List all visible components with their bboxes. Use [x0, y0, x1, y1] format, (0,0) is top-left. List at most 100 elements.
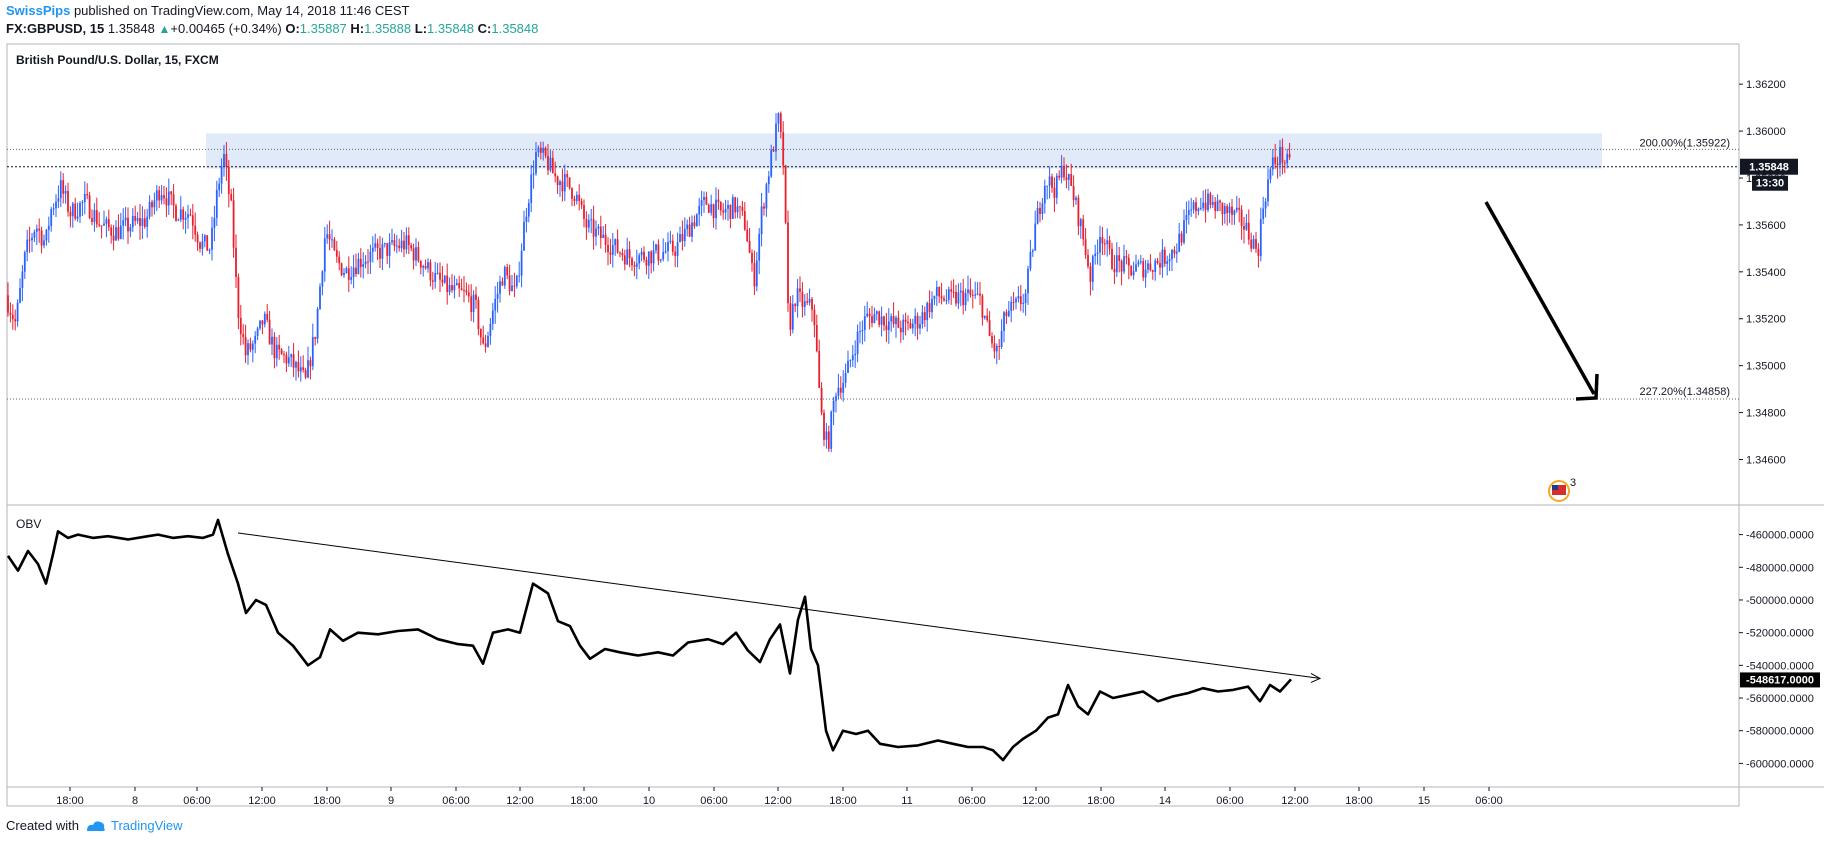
candle-body [220, 166, 223, 184]
candle-body [700, 200, 703, 206]
candle-body [151, 202, 153, 208]
time-tick-label: 18:00 [829, 795, 857, 807]
candle-body [940, 296, 943, 299]
candle-body [868, 313, 871, 317]
candle-body [268, 319, 271, 345]
candle-body [352, 267, 355, 278]
price-tick-label: 1.36000 [1746, 126, 1786, 138]
candle-body [7, 295, 9, 313]
candle-body [1115, 255, 1118, 273]
candle-body [439, 272, 441, 280]
price-badge-value: 1.35848 [1749, 162, 1789, 174]
candle-body [1197, 208, 1200, 212]
candle-body [122, 220, 125, 226]
candle-body [1243, 225, 1245, 230]
event-flag-icon[interactable]: 3 [1548, 477, 1576, 502]
candle-body [703, 196, 705, 201]
candle-body [196, 234, 199, 243]
candle-body [883, 316, 885, 326]
candle-body [223, 153, 225, 167]
obv-tick-label: -540000.0000 [1746, 660, 1814, 672]
target-zone [206, 133, 1602, 169]
candle-body [369, 251, 372, 262]
candle-body [782, 132, 785, 166]
candle-body [1003, 312, 1005, 332]
candle-body [256, 328, 259, 336]
candle-body [47, 225, 50, 230]
candle-body [129, 227, 132, 232]
candle-body [155, 190, 158, 201]
candle-body [710, 204, 713, 213]
tradingview-link[interactable]: TradingView [85, 818, 183, 833]
candle-body [856, 331, 859, 354]
candle-body [1024, 293, 1027, 303]
candle-body [484, 343, 487, 347]
candle-body [136, 217, 139, 221]
candle-body [590, 219, 593, 221]
candle-body [535, 152, 537, 174]
candle-body [578, 194, 581, 201]
candle-body [381, 244, 384, 259]
created-with-label: Created with [6, 818, 79, 833]
candle-body [230, 193, 233, 201]
candle-body [1072, 185, 1075, 201]
candle-body [326, 234, 329, 239]
candle-body [595, 228, 597, 237]
candle-body [479, 328, 482, 338]
candle-body [851, 355, 854, 361]
candle-body [549, 157, 552, 171]
candle-body [736, 206, 739, 213]
candle-body [1185, 215, 1188, 221]
candle-body [1149, 263, 1152, 271]
candle-body [652, 250, 655, 264]
candle-body [719, 202, 722, 211]
candle-body [779, 113, 782, 133]
candle-body [914, 315, 917, 324]
candle-body [26, 239, 29, 253]
candle-body [907, 321, 909, 324]
price-tick-label: 1.35000 [1746, 361, 1786, 373]
candle-body [273, 336, 276, 359]
candle-body [518, 275, 521, 277]
candle-body [141, 218, 144, 226]
candle-body [1075, 197, 1077, 201]
candle-body [117, 227, 120, 239]
candle-body [436, 272, 439, 274]
candle-body [839, 387, 842, 393]
candle-body [1055, 175, 1058, 198]
candle-body [1286, 154, 1289, 164]
candle-body [50, 209, 53, 226]
candle-body [775, 123, 777, 152]
candle-body [213, 217, 216, 228]
fib-227-label: 227.20%(1.34858) [1639, 386, 1730, 398]
candle-body [947, 289, 950, 301]
candle-body [244, 337, 247, 356]
candle-body [520, 250, 523, 276]
candle-body [429, 262, 432, 281]
candle-body [110, 227, 113, 236]
close-label: C: [477, 21, 492, 36]
candle-body [731, 197, 734, 219]
obv-trendline[interactable] [237, 532, 1321, 679]
candle-body [638, 255, 641, 264]
candle-body [23, 252, 26, 272]
candle-body [1120, 260, 1123, 272]
candle-body [959, 290, 962, 293]
candle-body [1240, 209, 1243, 226]
candle-body [863, 316, 866, 331]
down-arrow-shaft[interactable] [1484, 201, 1596, 395]
author-link[interactable]: SwissPips [6, 3, 71, 18]
candle-body [801, 291, 804, 307]
candle-body [307, 360, 309, 378]
time-tick-label: 12:00 [506, 795, 534, 807]
candle-body [813, 309, 816, 326]
candle-body [508, 275, 511, 292]
candle-body [460, 288, 463, 290]
candle-body [1199, 208, 1202, 210]
candle-body [184, 217, 187, 220]
candle-body [455, 283, 458, 286]
candle-body [751, 252, 753, 264]
candle-body [705, 196, 708, 205]
candle-body [755, 260, 758, 287]
